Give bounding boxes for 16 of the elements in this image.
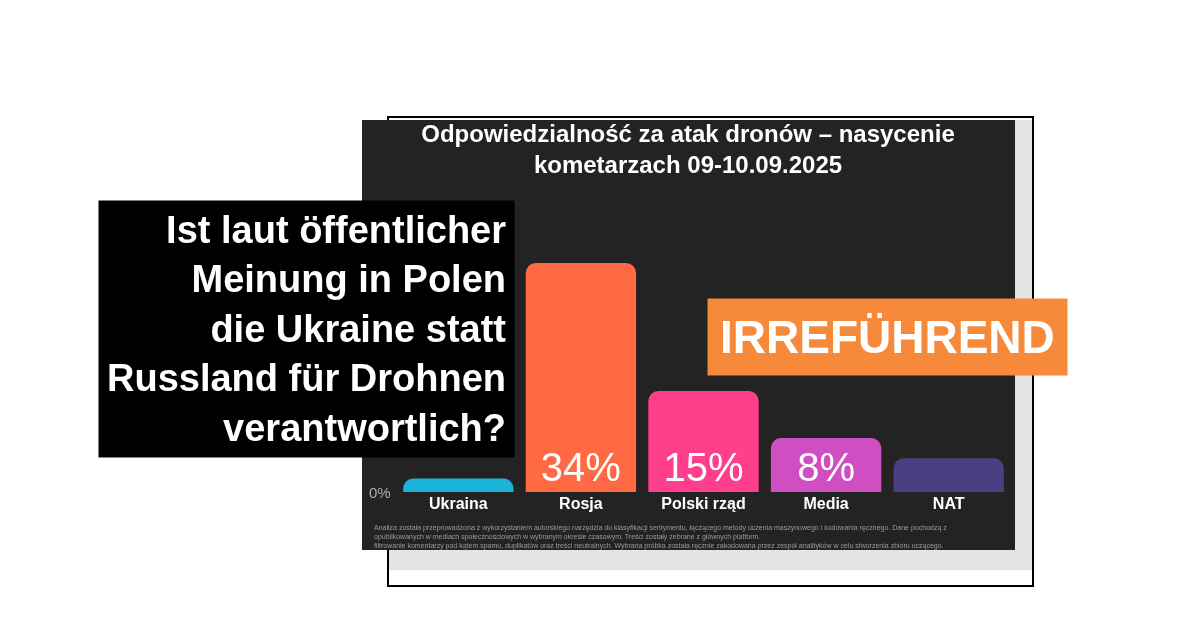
annotation: Ist laut öffentlicher Meinung in Polen die Ukraine statt Russland für Drohnen verantwortlich?: [107, 209, 507, 449]
bar: [525, 263, 637, 492]
x-tick-label: Ukraina: [428, 495, 488, 512]
data-label: 34%: [540, 445, 621, 489]
x-tick-label: Media: [803, 495, 849, 512]
chart-title: Odpowiedzialność za atak dronów – nasycenie kometarzach 09-10.09.2025: [421, 120, 955, 179]
x-tick-label: NAT: [932, 495, 965, 512]
bar: [403, 478, 514, 492]
data-label: 8%: [797, 445, 856, 489]
bar: [648, 390, 759, 492]
text: 0%: [369, 484, 391, 501]
x-tick-label: Rosja: [559, 495, 603, 512]
data-label: 15%: [663, 445, 744, 489]
x-tick-label: Polski rząd: [661, 495, 746, 512]
annotation: IRREFÜHREND: [720, 311, 1055, 363]
bar: [893, 458, 1004, 492]
